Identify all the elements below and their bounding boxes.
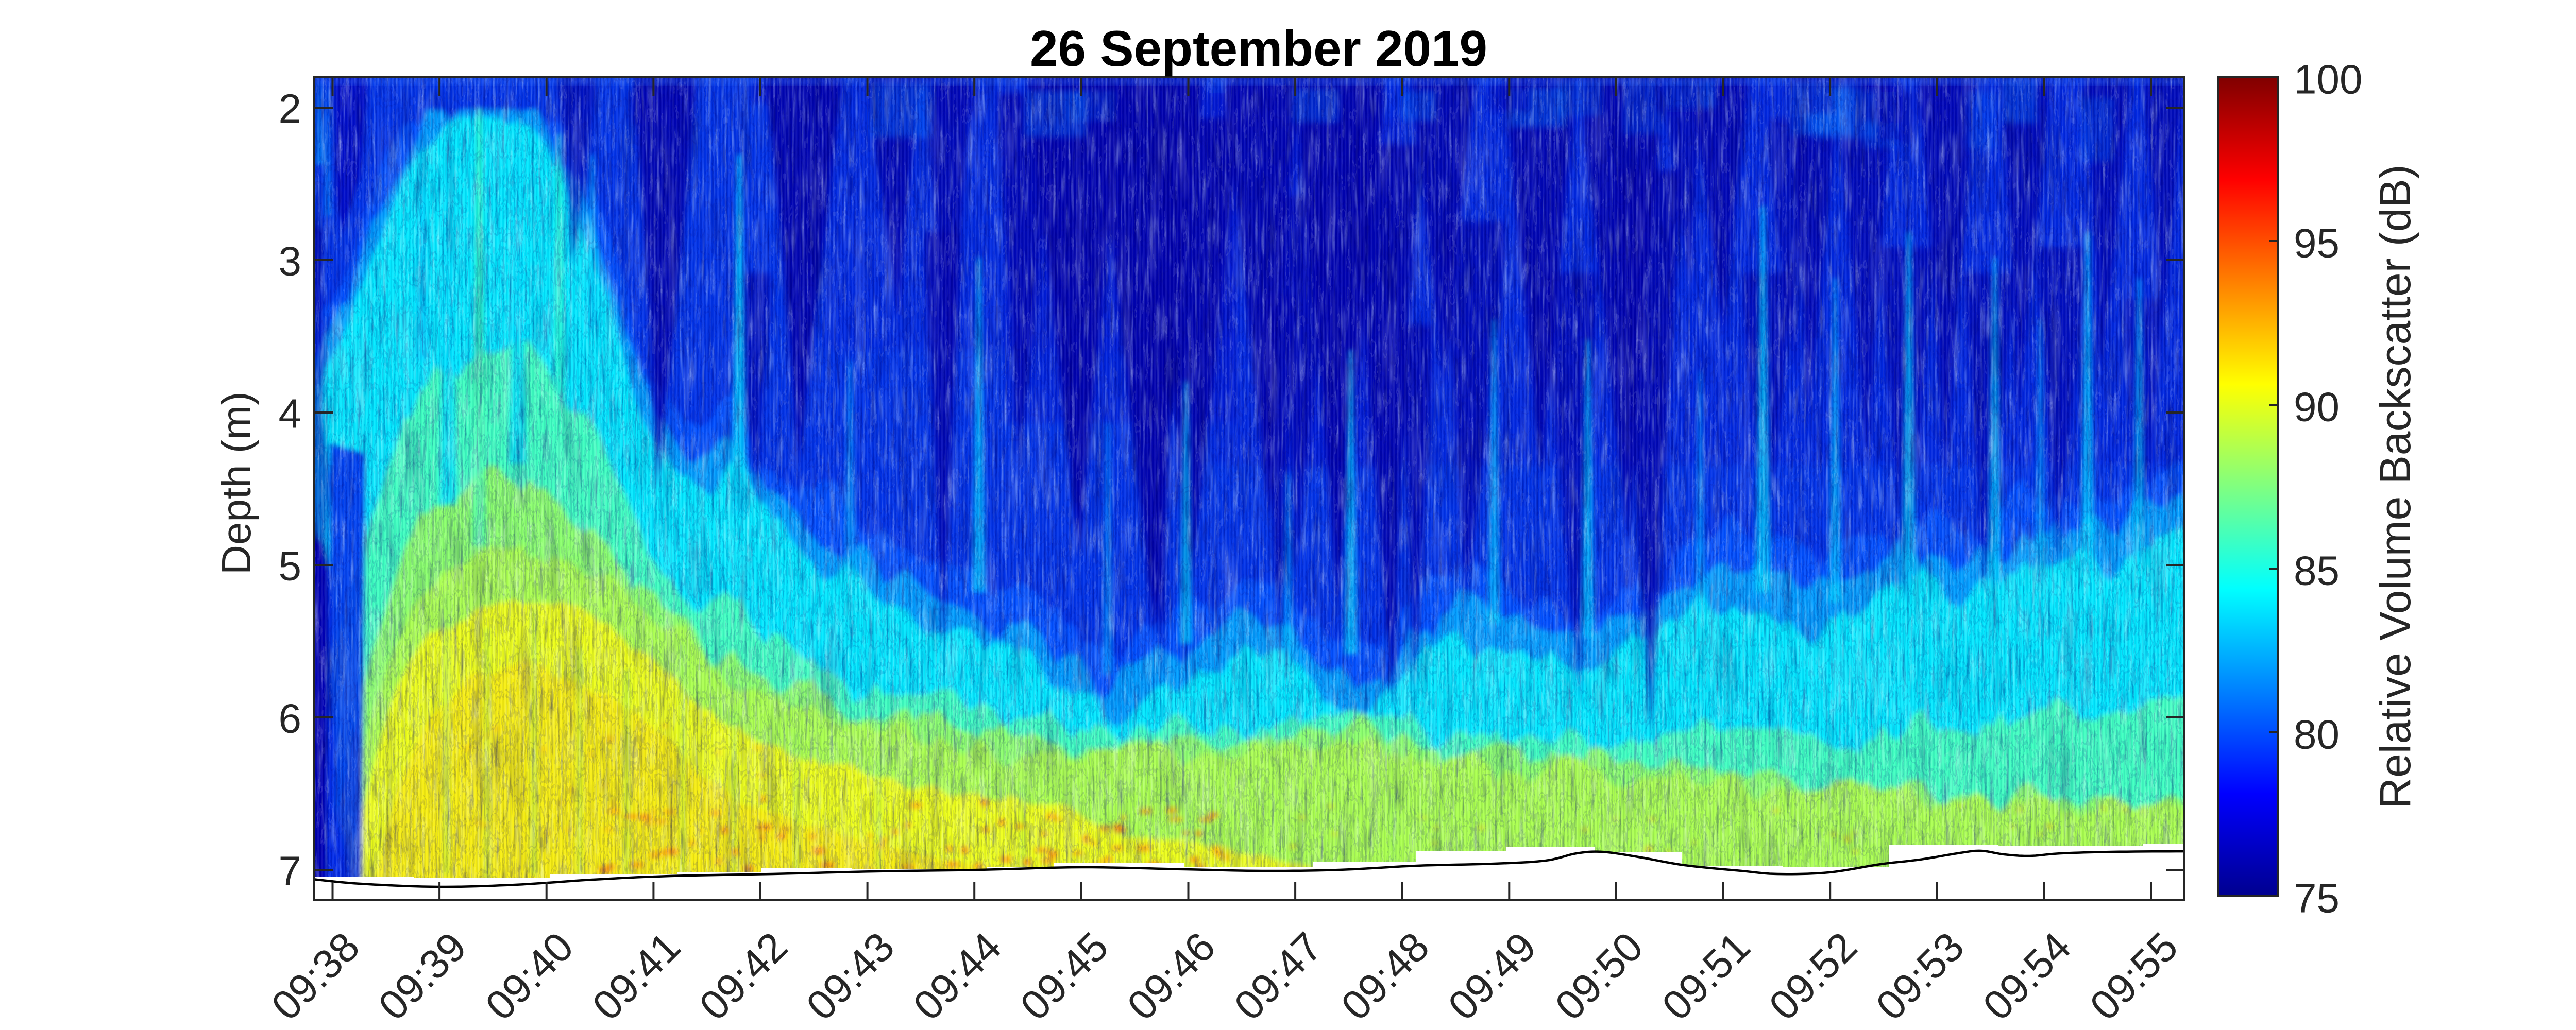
svg-text:4: 4	[279, 391, 302, 437]
svg-text:100: 100	[2294, 57, 2362, 102]
svg-text:75: 75	[2294, 876, 2340, 921]
svg-text:3: 3	[279, 238, 302, 284]
svg-text:85: 85	[2294, 548, 2340, 594]
svg-text:Depth (m): Depth (m)	[213, 391, 259, 575]
svg-text:2: 2	[279, 86, 302, 132]
svg-text:95: 95	[2294, 220, 2340, 266]
svg-text:90: 90	[2294, 384, 2340, 430]
svg-text:26 September 2019: 26 September 2019	[1030, 20, 1487, 77]
svg-text:Relative Volume Backscatter (d: Relative Volume Backscatter (dB)	[2371, 164, 2419, 809]
svg-text:6: 6	[279, 696, 302, 742]
svg-text:7: 7	[279, 848, 302, 894]
svg-text:5: 5	[279, 543, 302, 589]
svg-text:80: 80	[2294, 712, 2340, 758]
